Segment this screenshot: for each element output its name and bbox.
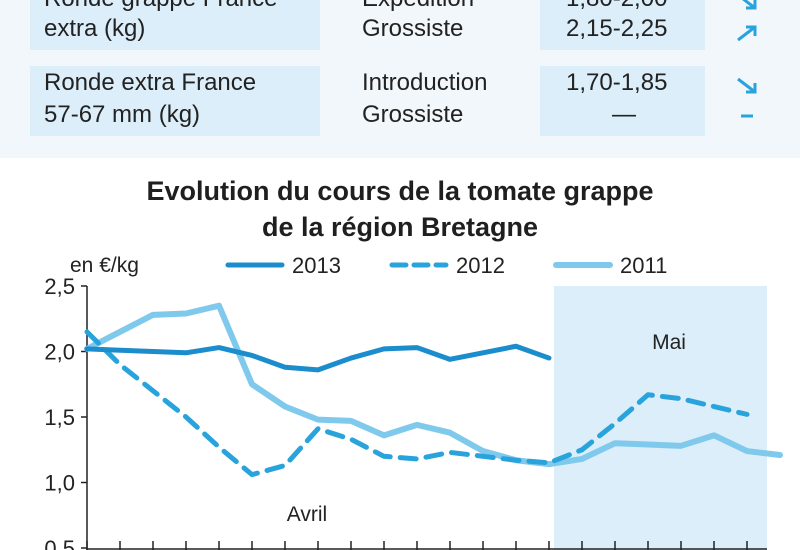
month-label-may: Mai [652, 331, 686, 354]
may-band [554, 286, 767, 550]
arrow-up-right-icon [737, 25, 757, 42]
price-range: 1,70-1,85 [566, 69, 668, 96]
series-line-2012 [84, 329, 750, 478]
price-range: — [612, 101, 636, 128]
market-stage: Grossiste [362, 15, 464, 42]
price-table: Ronde grappe France extra (kg) Expéditio… [0, 0, 800, 160]
series-line-2011 [84, 302, 783, 468]
arrow-down-right-icon [737, 77, 757, 94]
table-row: Ronde extra France 57-67 mm (kg) Introdu… [0, 66, 780, 136]
y-tick-label: 2,0 [44, 340, 75, 365]
series-line-2013 [84, 343, 552, 373]
market-stage: Grossiste [362, 101, 464, 128]
table-row: Ronde grappe France extra (kg) Expéditio… [0, 0, 780, 50]
legend-label-2013: 2013 [292, 253, 341, 278]
arrow-down-right-icon [742, 0, 757, 10]
chart-title-line2: de la région Bretagne [261, 212, 539, 242]
product-name: Ronde grappe France [44, 0, 277, 14]
y-axis-label: en €/kg [70, 254, 139, 277]
product-unit: extra (kg) [44, 15, 146, 42]
price-range: 1,80-2,00 [566, 0, 667, 14]
y-tick-label: 2,5 [44, 274, 75, 299]
market-stage: Introduction [362, 69, 488, 96]
product-name: Ronde extra France [44, 69, 257, 96]
y-tick-label: 0,5 [44, 536, 75, 550]
legend-label-2011: 2011 [620, 253, 667, 278]
market-stage: Expédition [362, 0, 474, 14]
legend-label-2012: 2012 [456, 253, 505, 278]
price-range: 2,15-2,25 [566, 15, 668, 42]
product-unit: 57-67 mm (kg) [44, 101, 201, 128]
y-tick-label: 1,0 [44, 471, 75, 496]
chart-title-line1: Evolution du cours de la tomate grappe [146, 176, 654, 206]
dash-icon [741, 114, 753, 118]
month-label-april: Avril [287, 503, 327, 526]
y-tick-label: 1,5 [44, 405, 75, 430]
